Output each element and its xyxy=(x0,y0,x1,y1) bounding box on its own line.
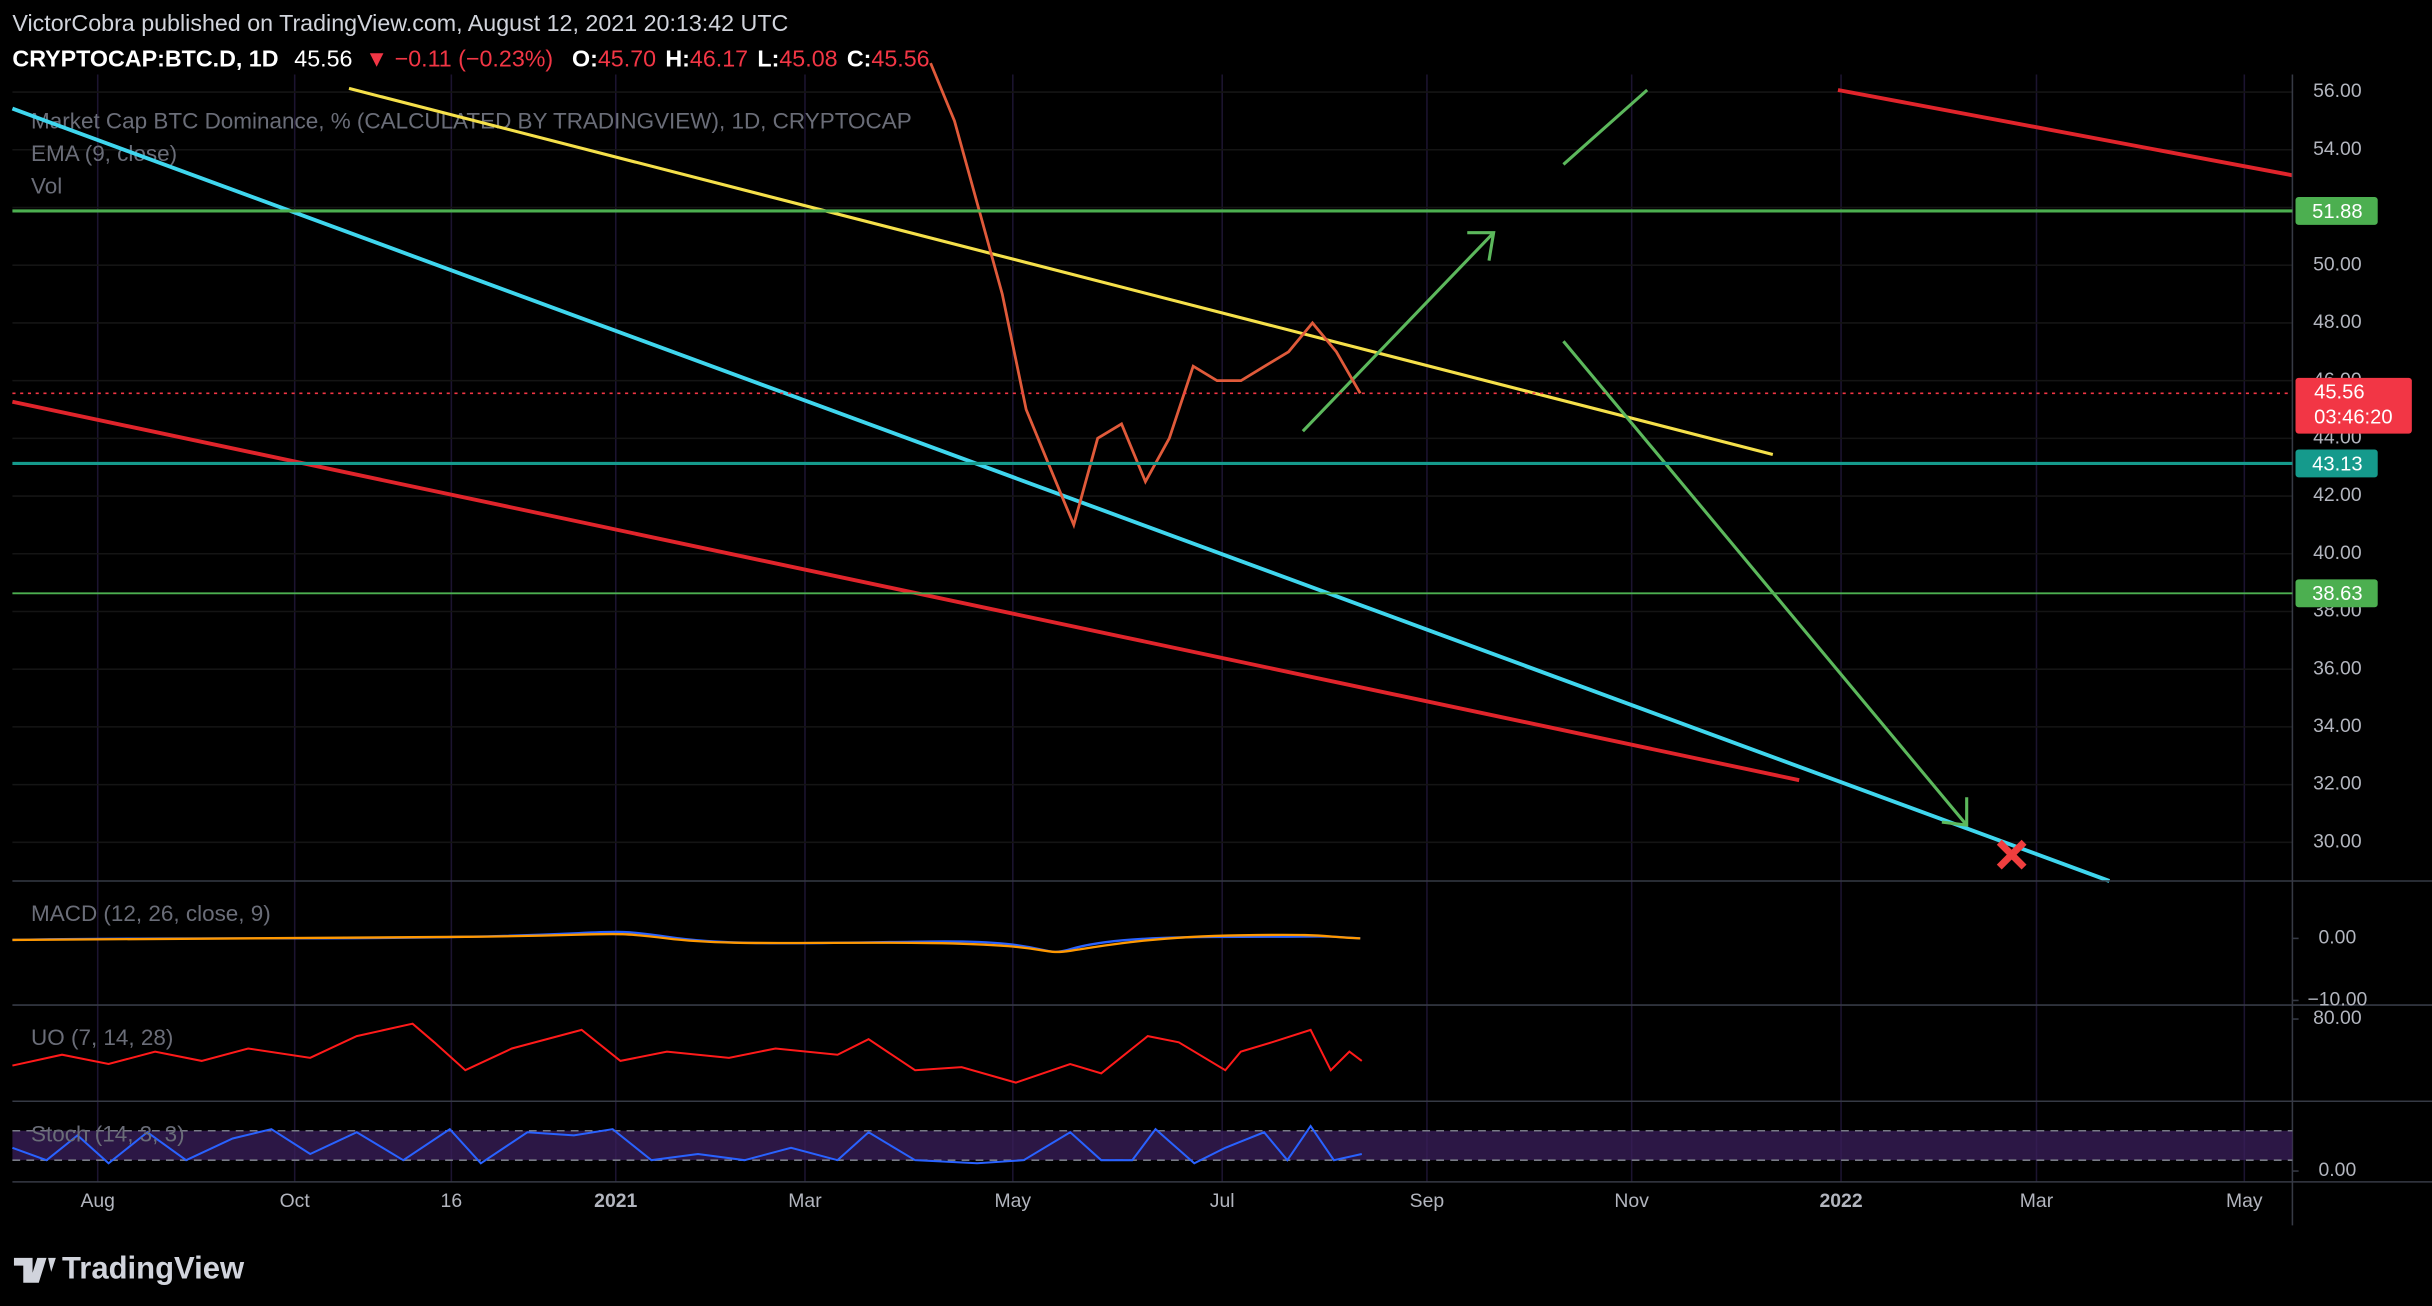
price-level-tag xyxy=(2295,579,2378,608)
ohlc-label: H: xyxy=(665,46,690,72)
red-trendline-upper xyxy=(1837,88,2293,178)
pane-title: Stoch (14, 3, 3) xyxy=(31,1121,185,1146)
y-tick-label: 34.00 xyxy=(2313,715,2362,737)
stoch-k xyxy=(12,1124,1363,1165)
arrow-up-2 xyxy=(1562,88,1649,166)
pane-tick-label: 80.00 xyxy=(2313,1007,2362,1029)
yellow-trendline xyxy=(348,86,1774,456)
stoch-band-lines xyxy=(12,1129,2293,1161)
ohlc-label: C: xyxy=(847,46,872,72)
y-tick-label: 30.00 xyxy=(2313,830,2362,852)
macd-signal xyxy=(12,932,1361,954)
ohlc-value: 45.56 xyxy=(871,46,929,72)
y-tick-label: 32.00 xyxy=(2313,773,2362,795)
y-tick-label: 56.00 xyxy=(2313,80,2362,102)
pane-tick-label: −10.00 xyxy=(2307,989,2367,1011)
y-tick-label: 40.00 xyxy=(2313,542,2362,564)
countdown: 03:46:20 xyxy=(2314,406,2392,428)
symbol-line: CRYPTOCAP:BTC.D, 1D 45.56 ▼ −0.11 (−0.23… xyxy=(12,46,929,72)
price-level-tag xyxy=(2295,197,2378,225)
y-tick-label: 36.00 xyxy=(2313,657,2362,679)
logo-mark xyxy=(13,1257,56,1283)
pane-tick-label: 0.00 xyxy=(2319,927,2357,949)
x-tick-label: Sep xyxy=(1410,1190,1444,1212)
y-tick-label: 50.00 xyxy=(2313,253,2362,275)
last-price-tag xyxy=(2295,377,2412,434)
x-tick-label: May xyxy=(995,1190,1032,1212)
y-tick-label: 54.00 xyxy=(2313,138,2362,160)
uo-line xyxy=(12,1022,1363,1084)
x-tick-label: Mar xyxy=(2020,1190,2054,1212)
target-cross xyxy=(1996,839,2027,870)
symbol: CRYPTOCAP:BTC.D, 1D xyxy=(12,46,278,72)
pane-title: MACD (12, 26, close, 9) xyxy=(31,901,271,926)
x-tick-label: Nov xyxy=(1614,1190,1649,1212)
publisher-text: VictorCobra published on TradingView.com… xyxy=(12,10,788,36)
x-tick-label: Mar xyxy=(788,1190,822,1212)
x-tick-label: 2021 xyxy=(594,1190,637,1212)
y-tick-label: 42.00 xyxy=(2313,484,2362,506)
pane-tick-label: 0.00 xyxy=(2319,1159,2357,1181)
price-level-label: 43.13 xyxy=(2312,453,2362,475)
ohlc-value: 46.17 xyxy=(690,46,748,72)
x-tick-label: Jul xyxy=(1210,1190,1235,1212)
footer-brand: TradingView xyxy=(62,1250,245,1285)
price-line xyxy=(929,62,1362,530)
price-level-label: 38.63 xyxy=(2312,583,2362,605)
last: 45.56 xyxy=(294,46,352,72)
x-tick-label: Oct xyxy=(280,1190,311,1212)
stoch-band xyxy=(12,1130,2293,1161)
pane-separators xyxy=(12,74,2432,1226)
price-level-label: 51.88 xyxy=(2312,201,2362,223)
x-tick-label: 16 xyxy=(441,1190,463,1212)
change: ▼ −0.11 (−0.23%) xyxy=(365,46,553,72)
y-tick-label: 48.00 xyxy=(2313,311,2362,333)
last-price-label: 45.56 xyxy=(2314,382,2364,404)
ohlc: O:45.70 H:46.17 L:45.08 C:45.56 xyxy=(572,46,930,72)
x-tick-label: 2022 xyxy=(1820,1190,1863,1212)
price-level-tag xyxy=(2295,449,2378,478)
arrow-up xyxy=(1301,231,1496,433)
ohlc-label: O: xyxy=(572,46,598,72)
arrow-down xyxy=(1562,340,1969,827)
pane-title: UO (7, 14, 28) xyxy=(31,1025,173,1050)
legend-vol: Vol xyxy=(31,174,62,199)
ohlc-value: 45.70 xyxy=(598,46,656,72)
publisher: VictorCobra published on TradingView.com… xyxy=(12,10,788,36)
ohlc-label: L: xyxy=(757,46,779,72)
x-tick-label: May xyxy=(2226,1190,2263,1212)
ohlc-value: 45.08 xyxy=(779,46,837,72)
footer-logo: TradingView xyxy=(13,1250,245,1285)
x-tick-label: Aug xyxy=(80,1190,114,1212)
